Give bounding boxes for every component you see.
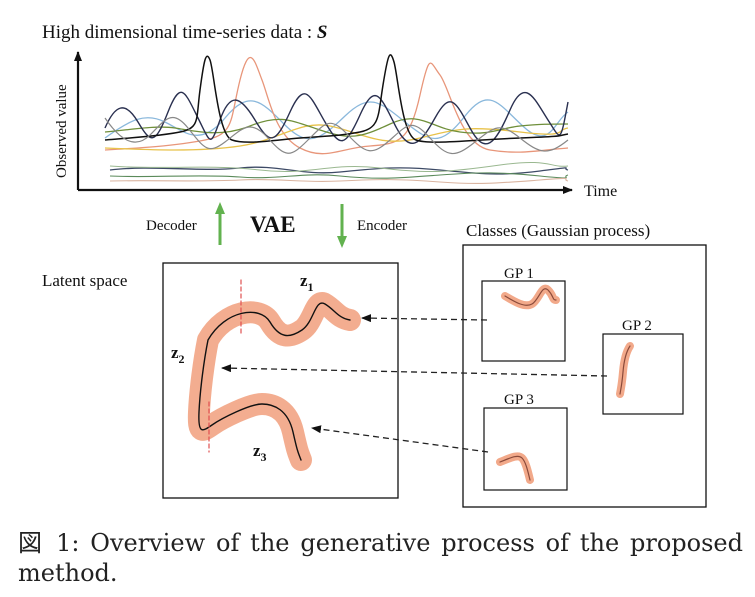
figure-caption: 図 1: Overview of the generative process … bbox=[18, 529, 743, 587]
series-line-green bbox=[104, 118, 569, 137]
classes-title: Classes (Gaussian process) bbox=[466, 221, 650, 240]
gp1-arrow bbox=[361, 314, 488, 323]
series-line-low-1 bbox=[109, 166, 569, 175]
latent-space-box bbox=[162, 262, 399, 499]
series-line-gray bbox=[104, 116, 569, 155]
gp3-curve bbox=[496, 452, 534, 484]
gp3-arrow bbox=[311, 425, 489, 453]
z2-label: z2 bbox=[171, 343, 185, 366]
latent-trajectory bbox=[187, 279, 361, 471]
series-line-low-4 bbox=[109, 162, 569, 173]
series-line-orange bbox=[104, 56, 569, 155]
z3-label: z3 bbox=[253, 441, 267, 464]
gp3-box bbox=[483, 407, 568, 491]
gp2-curve bbox=[616, 342, 634, 398]
gp1-box bbox=[481, 280, 566, 362]
vae-label: VAE bbox=[250, 212, 296, 237]
gp1-label: GP 1 bbox=[504, 266, 534, 282]
classes-box bbox=[462, 244, 707, 508]
gp2-arrow bbox=[221, 364, 608, 377]
gp-mapping-arrows bbox=[221, 314, 608, 453]
time-series-title: High dimensional time-series data : S bbox=[42, 22, 327, 43]
latent-space-title: Latent space bbox=[42, 271, 127, 290]
gp2-label: GP 2 bbox=[622, 318, 652, 334]
series-line-black-spike bbox=[104, 54, 569, 143]
gp3-label: GP 3 bbox=[504, 392, 534, 408]
decoder-label: Decoder bbox=[146, 218, 197, 234]
gp1-curve bbox=[501, 284, 560, 310]
series-line-low-3 bbox=[109, 177, 569, 185]
x-axis-label: Time bbox=[584, 183, 617, 200]
gp2-box bbox=[602, 333, 684, 415]
series-line-lightblue bbox=[104, 99, 569, 140]
time-series-lines bbox=[104, 54, 569, 185]
series-line-low-2 bbox=[109, 172, 569, 179]
encoder-label: Encoder bbox=[357, 218, 407, 234]
z1-label: z1 bbox=[300, 271, 314, 294]
y-axis-label: Observed value bbox=[54, 84, 70, 178]
time-series-axes bbox=[74, 51, 573, 194]
